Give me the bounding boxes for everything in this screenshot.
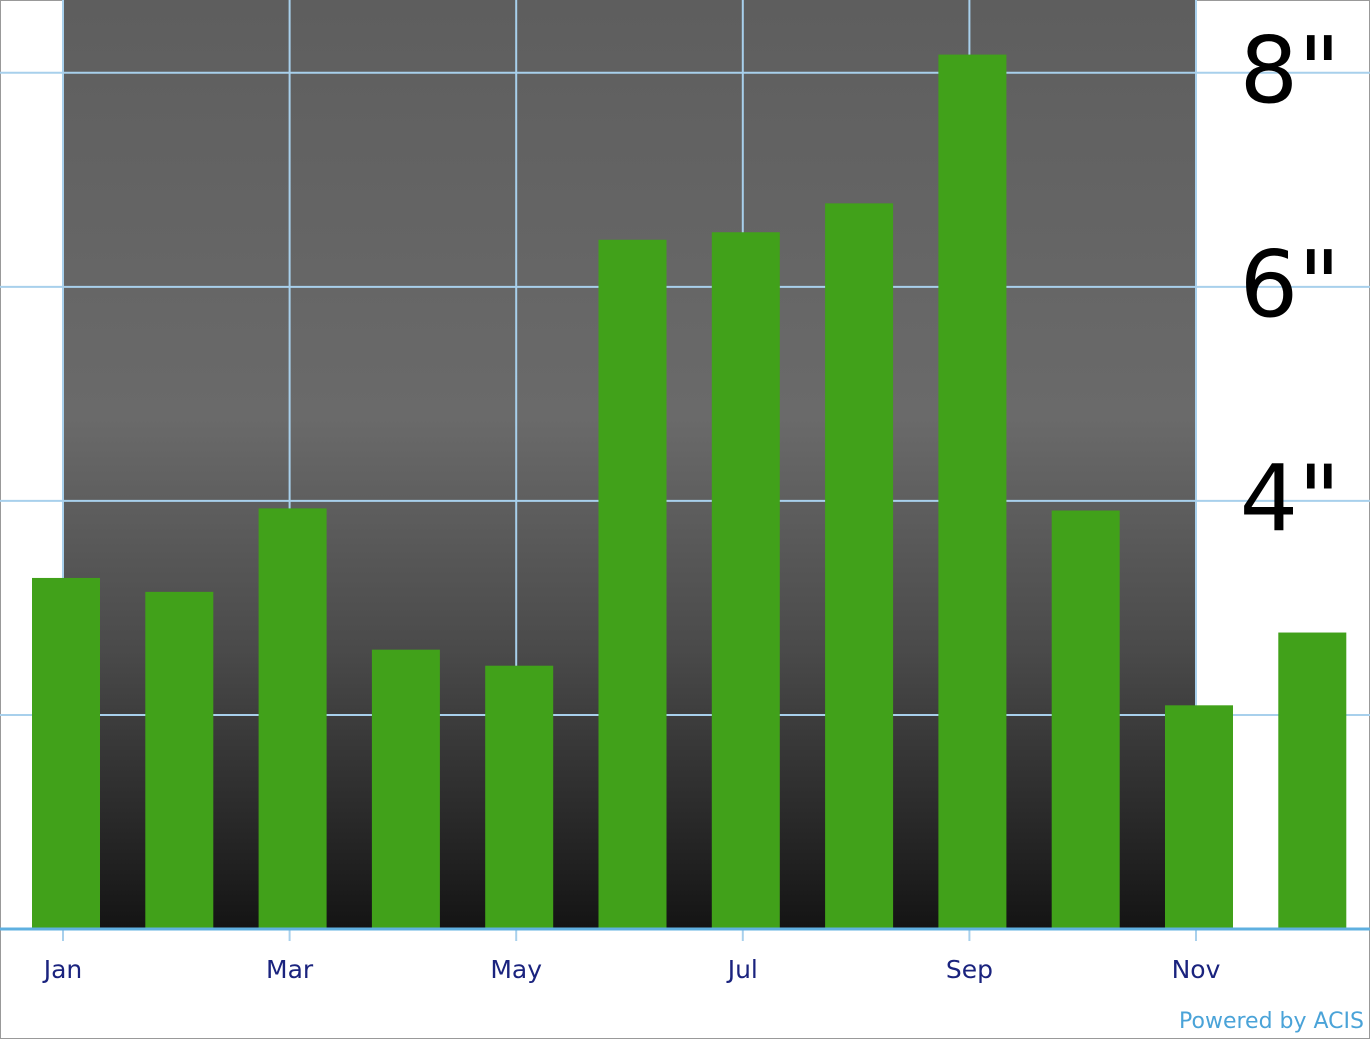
bar bbox=[938, 54, 1007, 929]
bar bbox=[598, 239, 667, 929]
y-tick-label: 8" bbox=[1240, 17, 1341, 124]
bar bbox=[711, 232, 780, 929]
bar bbox=[825, 203, 894, 929]
x-tick-label: Jan bbox=[42, 955, 83, 984]
bar bbox=[485, 665, 554, 929]
bar bbox=[258, 508, 327, 929]
bar bbox=[145, 591, 214, 929]
bar bbox=[32, 577, 100, 929]
credit: Powered by ACIS bbox=[1179, 1009, 1364, 1034]
bar bbox=[1165, 705, 1233, 929]
x-tick-label: Mar bbox=[266, 955, 314, 984]
y-tick-label: 6" bbox=[1240, 231, 1341, 338]
y-tick-label: 4" bbox=[1240, 445, 1341, 552]
x-tick-label: Jul bbox=[726, 955, 758, 984]
bar bbox=[371, 649, 440, 929]
x-tick-label: May bbox=[490, 955, 542, 984]
x-tick-label: Sep bbox=[946, 955, 993, 984]
bar bbox=[1051, 510, 1120, 929]
bar bbox=[1278, 632, 1347, 929]
x-tick-label: Nov bbox=[1172, 955, 1221, 984]
